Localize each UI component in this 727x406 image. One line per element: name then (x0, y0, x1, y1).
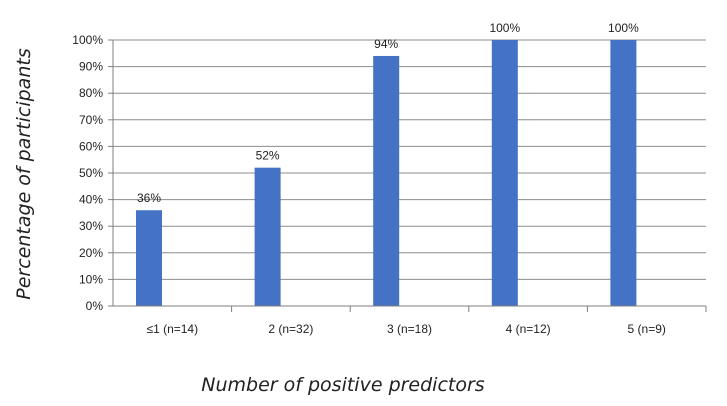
data-labels: 36% 52% 94% 100% 100% (137, 21, 639, 205)
x-tick-label: 2 (n=32) (268, 322, 313, 336)
x-tick-label: 4 (n=12) (506, 322, 551, 336)
y-tick-label: 80% (79, 86, 103, 100)
bar (610, 40, 637, 306)
y-tick-label: 90% (79, 60, 103, 74)
gridlines (113, 39, 706, 280)
y-axis-ticks: 0% 10% 20% 30% 40% 50% 60% 70% 80% 90% 100% (72, 33, 113, 313)
bars (136, 40, 637, 307)
y-tick-label: 60% (79, 139, 103, 153)
x-tick-label: ≤1 (n=14) (146, 322, 198, 336)
data-label: 100% (489, 21, 520, 35)
data-label: 36% (137, 191, 161, 205)
y-tick-label: 30% (79, 219, 103, 233)
y-tick-label: 10% (79, 272, 103, 286)
bar (491, 40, 518, 306)
x-tick-label: 5 (n=9) (628, 322, 666, 336)
bar (136, 210, 162, 306)
bar (373, 55, 400, 307)
y-tick-label: 0% (86, 299, 104, 313)
bar (254, 167, 281, 306)
y-tick-label: 70% (79, 113, 103, 127)
data-label: 94% (374, 37, 398, 51)
y-tick-label: 20% (79, 246, 103, 260)
x-axis-ticks: ≤1 (n=14) 2 (n=32) 3 (n=18) 4 (n=12) 5 (n=9) (146, 306, 707, 336)
y-tick-label: 100% (72, 33, 103, 47)
data-label: 100% (608, 21, 639, 35)
x-axis-title: Number of positive predictors (201, 374, 485, 396)
y-tick-label: 50% (79, 166, 103, 180)
data-label: 52% (256, 149, 280, 163)
y-axis-title: Percentage of participants (13, 48, 35, 300)
x-tick-label: 3 (n=18) (387, 322, 432, 336)
y-tick-label: 40% (79, 193, 103, 207)
